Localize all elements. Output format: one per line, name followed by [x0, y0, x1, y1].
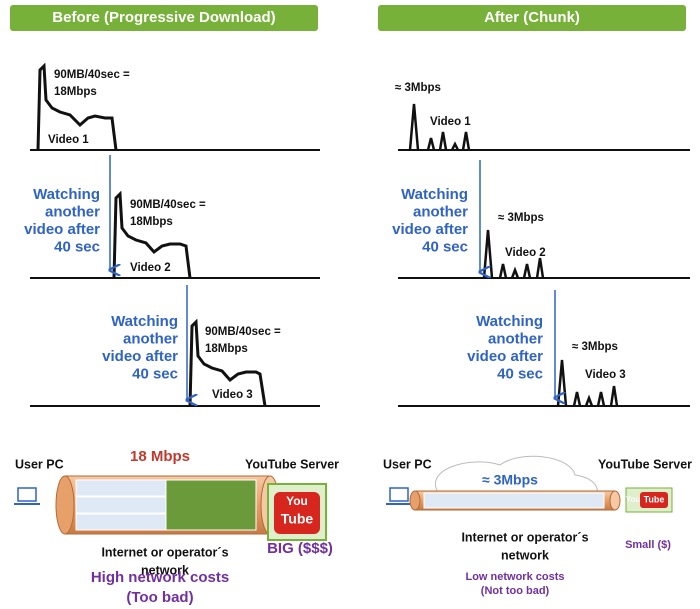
speed: 18 Mbps [130, 448, 190, 465]
header-bar [378, 5, 686, 31]
header: After (Chunk) [484, 9, 580, 26]
video-label: Video 2 [130, 262, 171, 274]
rate-label: 18Mbps [54, 86, 97, 98]
video-label: Video 3 [212, 389, 253, 401]
network-right [386, 455, 673, 513]
rate-label: 18Mbps [130, 216, 173, 228]
note: Watching [401, 186, 468, 203]
logo: You [626, 495, 641, 504]
video-label: Video 1 [48, 134, 89, 146]
rate-label: 90MB/40sec = [130, 199, 206, 211]
note: 40 sec [422, 238, 468, 255]
server-size: Small ($) [625, 539, 671, 551]
cost: High network costs [91, 569, 229, 586]
note: video after [24, 221, 100, 238]
rate-label: ≈ 3Mbps [498, 212, 544, 224]
rate-label: ≈ 3Mbps [395, 82, 441, 94]
user-pc: User PC [383, 457, 432, 471]
network: network [141, 563, 189, 577]
server: YouTube Server [245, 457, 339, 471]
rate-label: 90MB/40sec = [205, 326, 281, 338]
note: video after [467, 348, 543, 365]
network: Internet or operator´s [101, 545, 228, 559]
logo: Tube [281, 511, 314, 527]
video-label: Video 1 [430, 116, 471, 128]
note: another [488, 330, 543, 347]
note: 40 sec [54, 238, 100, 255]
logo: Tube [644, 494, 665, 504]
note: Watching [111, 313, 178, 330]
note: video after [102, 348, 178, 365]
header: Before (Progressive Download) [52, 9, 275, 26]
network-left [14, 475, 327, 541]
cost: Low network costs [465, 571, 564, 583]
server: YouTube Server [598, 457, 692, 471]
speed: ≈ 3Mbps [482, 472, 538, 488]
note: Watching [33, 186, 100, 203]
network: Internet or operator´s [461, 530, 588, 544]
rate-label: ≈ 3Mbps [572, 341, 618, 353]
header-bar [10, 5, 318, 31]
note: video after [392, 221, 468, 238]
note: 40 sec [497, 365, 543, 382]
note: another [123, 330, 178, 347]
video-label: Video 3 [585, 369, 626, 381]
video-label: Video 2 [505, 247, 546, 259]
note: 40 sec [132, 365, 178, 382]
note: Watching [476, 313, 543, 330]
cost: (Not too bad) [481, 585, 550, 597]
logo: You [286, 494, 308, 508]
arrows [110, 155, 555, 400]
graphs [30, 62, 690, 407]
user-pc: User PC [15, 457, 64, 471]
cost: (Too bad) [126, 589, 193, 606]
note: another [45, 203, 100, 220]
network: network [501, 548, 549, 562]
rate-label: 90MB/40sec = [54, 69, 130, 81]
server-size: BIG ($$$) [267, 540, 333, 557]
note: another [413, 203, 468, 220]
rate-label: 18Mbps [205, 343, 248, 355]
